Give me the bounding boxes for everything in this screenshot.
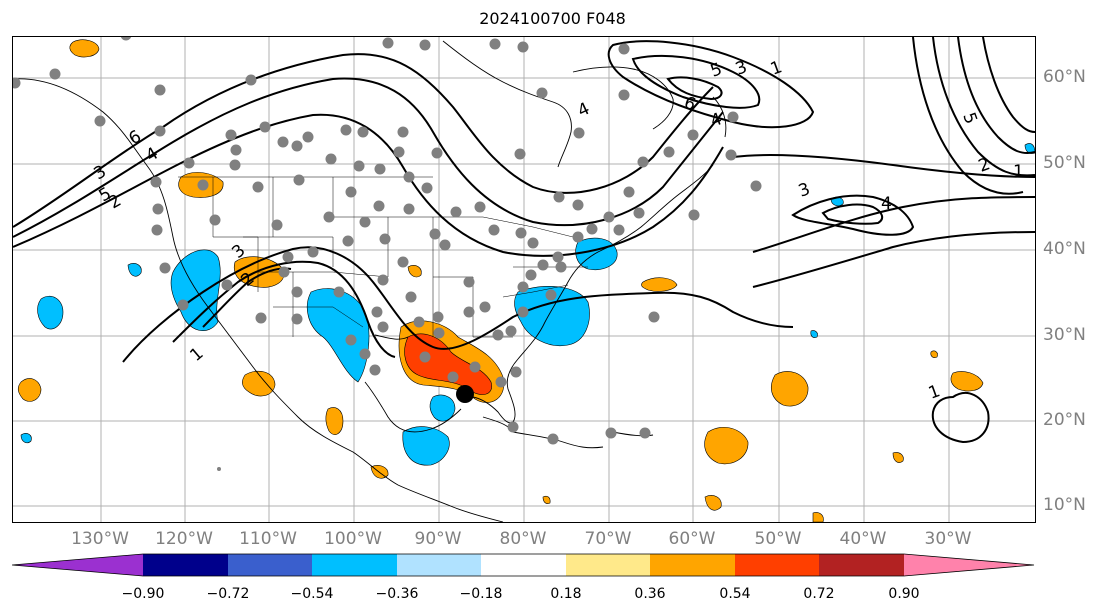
negative-region-small-2 xyxy=(20,433,32,444)
storm-center-marker xyxy=(456,385,474,403)
colorbar-tick: 0.36 xyxy=(634,586,666,602)
map-panel: 1 2 3 4 5 6 4 3 2 1 6 5 4 3 2 1 4 3 5 1 xyxy=(12,36,1036,523)
latitude-label: 30°N xyxy=(1043,325,1086,345)
colorbar-segment xyxy=(12,554,143,576)
station-dots xyxy=(13,37,762,471)
latitude-label: 20°N xyxy=(1043,410,1086,430)
negative-region-atlantic xyxy=(575,237,618,270)
contour-label: 2 xyxy=(976,154,993,176)
latitude-label: 50°N xyxy=(1043,153,1086,173)
latitude-label: 40°N xyxy=(1043,239,1086,259)
positive-region-atlantic-2 xyxy=(950,371,984,392)
contour-label: 4 xyxy=(575,99,593,122)
negative-region-pacific xyxy=(37,295,64,330)
colorbar-segment xyxy=(228,554,312,576)
contour-label: 1 xyxy=(768,57,785,79)
negative-region-small-1 xyxy=(127,263,142,277)
contour-label: 3 xyxy=(796,179,813,201)
colorbar-segment xyxy=(481,554,566,576)
colorbar-tick: 0.18 xyxy=(550,586,582,602)
colorbar-tick: −0.90 xyxy=(121,586,165,602)
colorbar-tick: 0.54 xyxy=(719,586,751,602)
negative-region-yucatan-east xyxy=(429,394,456,422)
positive-region-small-8 xyxy=(542,495,551,504)
longitude-label: 100°W xyxy=(324,529,382,549)
colorbar-segment xyxy=(904,554,1034,576)
positive-region-small-4 xyxy=(704,495,722,511)
longitude-label: 70°W xyxy=(584,529,632,549)
positive-region-small-3 xyxy=(407,265,422,278)
longitude-label: 30°W xyxy=(924,529,972,549)
colorbar-tick: −0.36 xyxy=(375,586,419,602)
map-title: 2024100700 F048 xyxy=(479,9,626,28)
positive-region-small-7 xyxy=(930,350,938,358)
contour-label-group: 1 2 3 4 5 6 4 3 2 1 6 5 4 3 2 1 4 3 5 1 xyxy=(91,57,1024,403)
latitude-label: 10°N xyxy=(1043,495,1086,515)
positive-region-small-5 xyxy=(812,512,824,522)
positive-region-pacific xyxy=(17,378,42,402)
contour-label: 4 xyxy=(881,194,892,214)
positive-region-small-1 xyxy=(325,407,344,435)
positive-region-atlantic-3 xyxy=(641,277,678,292)
colorbar-segment xyxy=(650,554,735,576)
colorbar-segment xyxy=(143,554,228,576)
longitude-label: 50°W xyxy=(754,529,802,549)
latitude-label: 60°N xyxy=(1043,67,1086,87)
longitude-label: 60°W xyxy=(668,529,716,549)
longitude-label: 110°W xyxy=(239,529,297,549)
contour-label: 1 xyxy=(1013,162,1024,182)
negative-region-texas xyxy=(307,288,370,383)
contour-label: 3 xyxy=(733,57,750,79)
colorbar-tick: 0.72 xyxy=(803,586,835,602)
colorbar-segment xyxy=(566,554,650,576)
colorbar-outline xyxy=(12,553,1035,577)
colorbar-tick: −0.72 xyxy=(206,586,250,602)
longitude-label: 80°W xyxy=(499,529,547,549)
colorbar-tick: −0.18 xyxy=(459,586,503,602)
colorbar-segment xyxy=(397,554,481,576)
longitude-label: 40°W xyxy=(839,529,887,549)
positive-region-mexico xyxy=(242,370,276,397)
contour-label: 5 xyxy=(958,110,980,127)
longitude-label: 130°W xyxy=(71,529,129,549)
colorbar-tick: 0.90 xyxy=(888,586,920,602)
graticule xyxy=(13,37,1035,522)
colorbar-tick: −0.54 xyxy=(290,586,334,602)
colorbar xyxy=(12,553,1035,577)
anomaly-fill xyxy=(17,39,1035,522)
contour-label: 1 xyxy=(186,344,207,366)
coastlines xyxy=(13,40,727,522)
colorbar-segment xyxy=(819,554,904,576)
positive-region-atlantic-1 xyxy=(770,371,809,407)
colorbar-segment xyxy=(735,554,819,576)
positive-region-small-6 xyxy=(892,452,904,463)
positive-region-caribbean xyxy=(704,427,749,465)
negative-region-southeast xyxy=(514,286,590,347)
contour-lines xyxy=(13,37,1035,444)
negative-region-central-america xyxy=(402,426,450,466)
negative-region-small-5 xyxy=(810,330,818,338)
contour-label: 6 xyxy=(126,127,145,150)
contour-label: 1 xyxy=(926,381,943,403)
map-canvas: 1 2 3 4 5 6 4 3 2 1 6 5 4 3 2 1 4 3 5 1 xyxy=(13,37,1035,522)
negative-region-small-4 xyxy=(1024,143,1035,154)
longitude-label: 90°W xyxy=(414,529,462,549)
colorbar-segment xyxy=(312,554,397,576)
longitude-label: 120°W xyxy=(155,529,213,549)
positive-region-alaska xyxy=(69,39,100,58)
